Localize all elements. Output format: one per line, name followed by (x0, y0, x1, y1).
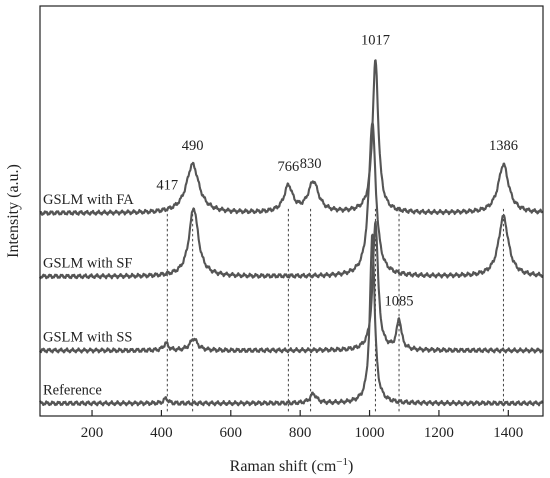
peak-marker-lines (166, 208, 504, 412)
x-axis-label: Raman shift (cm−1) (230, 456, 354, 475)
peak-label-1386: 1386 (489, 138, 518, 154)
peak-label-1017: 1017 (361, 32, 390, 48)
peak-label-830: 830 (300, 156, 322, 172)
x-tick-label-400: 400 (150, 425, 173, 441)
series-label-gslm-with-sf: GSLM with SF (43, 256, 132, 272)
peak-labels: 417 490 766 830 1017 1085 1386 (156, 32, 518, 309)
peak-label-490: 490 (182, 138, 204, 154)
series-labels: GSLM with FA GSLM with SF GSLM with SS Refe… (43, 192, 134, 398)
x-axis-label-tail: ) (348, 458, 353, 475)
x-tick-label-1200: 1200 (424, 425, 454, 441)
x-tick-label-600: 600 (220, 425, 243, 441)
spectrum-gslm-with-ss (39, 220, 544, 354)
series-label-reference: Reference (43, 382, 102, 398)
peak-label-417: 417 (156, 177, 178, 193)
x-axis-label-main: Raman shift (cm (230, 458, 337, 475)
x-tick-label-1400: 1400 (493, 425, 523, 441)
x-tick-label-200: 200 (81, 425, 104, 441)
plot-frame (39, 5, 544, 417)
spectrum-gslm-with-sf (39, 121, 544, 280)
y-axis-label: Intensity (a.u.) (5, 164, 22, 258)
series-label-gslm-with-ss: GSLM with SS (43, 329, 132, 345)
series-label-gslm-with-fa: GSLM with FA (43, 192, 134, 208)
spectrum-reference (39, 233, 544, 407)
spectrum-gslm-with-fa (39, 59, 544, 216)
x-tick-label-800: 800 (289, 425, 312, 441)
x-axis-ticks: 200 400 600 800 1000 1200 1400 (81, 410, 523, 441)
peak-label-766: 766 (278, 159, 300, 175)
x-axis-label-exponent: −1 (336, 456, 348, 468)
x-tick-label-1000: 1000 (355, 425, 385, 441)
peak-label-1085: 1085 (385, 294, 414, 310)
spectra-traces (39, 59, 544, 407)
